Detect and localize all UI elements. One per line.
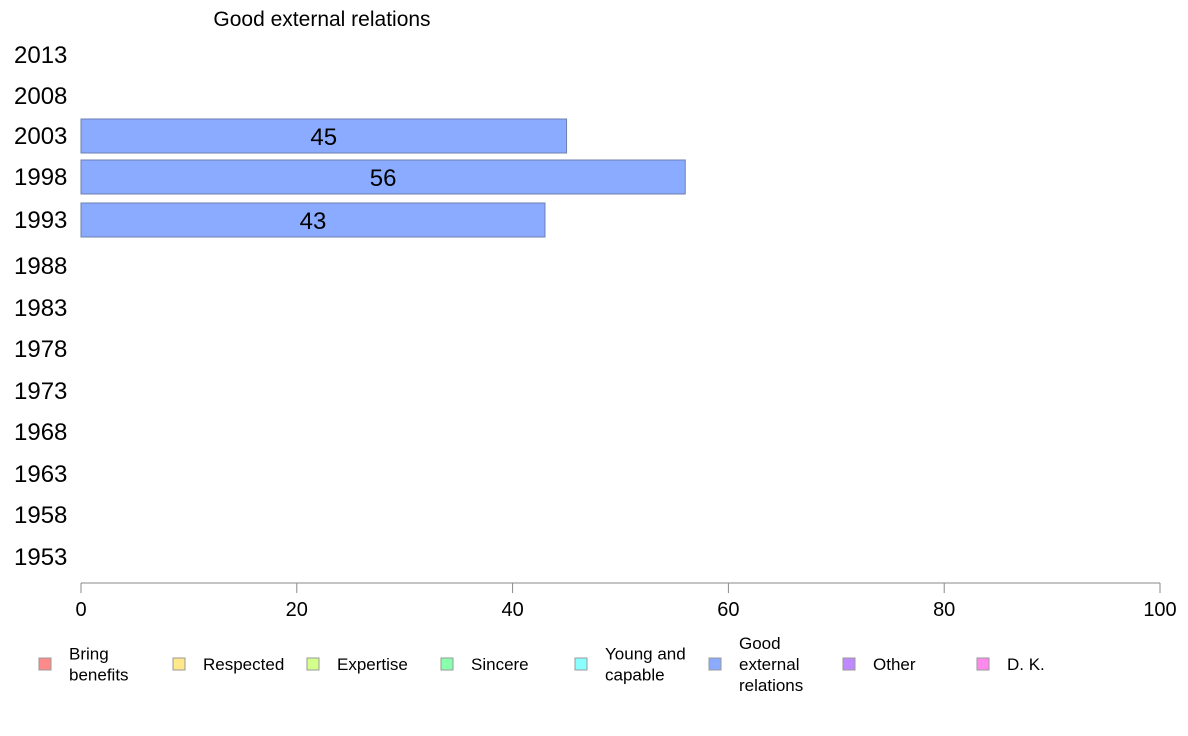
bars: 45 56 43 [80,118,686,238]
legend-swatch [38,657,52,671]
y-tick-label-1973: 1973 [14,378,67,405]
legend-label: benefits [69,666,129,685]
legend-label: external [739,655,799,674]
y-tick-label-1958: 1958 [14,502,67,529]
legend-label: Good [739,634,781,653]
y-axis-labels: 2013 2008 2003 1998 1993 1988 1983 1978 1973 1968… [14,42,67,571]
legend-swatch [172,657,186,671]
y-tick-label-2003: 2003 [14,123,67,150]
legend-item: Other [842,655,916,674]
legend-label: Young and [605,645,686,664]
legend-swatch [440,657,454,671]
legend-item: D. K. [976,655,1045,674]
legend-label: Expertise [337,655,408,674]
legend-label: Bring [69,645,109,664]
legend-swatch [842,657,856,671]
legend-label: Sincere [471,655,529,674]
legend-label: relations [739,676,803,695]
legend-item: Expertise [306,655,408,674]
y-tick-label-1993: 1993 [14,207,67,234]
y-tick-label-1983: 1983 [14,295,67,322]
legend-swatch [708,657,722,671]
legend-swatch [306,657,320,671]
y-tick-label-1978: 1978 [14,336,67,363]
x-tick-label-40: 40 [501,599,523,621]
x-tick-label-80: 80 [933,599,955,621]
legend-label: D. K. [1007,655,1045,674]
y-tick-label-1998: 1998 [14,164,67,191]
chart-title: Good external relations [213,8,430,31]
x-tick-label-100: 100 [1143,599,1176,621]
legend-item: Young and capable [574,645,686,685]
legend-label: Respected [203,655,284,674]
data-label-1993: 43 [300,208,327,235]
legend-label: Other [873,655,916,674]
data-label-1998: 56 [370,165,397,192]
x-tick-label-60: 60 [717,599,739,621]
legend-label: capable [605,666,665,685]
bar-2003 [80,118,568,154]
legend-item: Good external relations [708,634,803,695]
y-tick-label-1963: 1963 [14,461,67,488]
legend-item: Respected [172,655,284,674]
y-tick-label-2013: 2013 [14,42,67,69]
bar-1998 [80,159,686,195]
x-tick-label-0: 0 [75,599,86,621]
y-tick-label-1953: 1953 [14,544,67,571]
y-tick-label-1968: 1968 [14,419,67,446]
y-tick-label-1988: 1988 [14,253,67,280]
legend: Bring benefits Respected Expertise Sincere Yo… [38,634,1045,695]
x-axis: 0 20 40 60 80 100 [75,582,1177,621]
x-tick-label-20: 20 [286,599,308,621]
legend-item: Bring benefits [38,645,129,685]
data-label-2003: 45 [310,124,337,151]
legend-swatch [574,657,588,671]
legend-swatch [976,657,990,671]
bar-1993 [80,202,546,238]
y-tick-label-2008: 2008 [14,83,67,110]
legend-item: Sincere [440,655,529,674]
